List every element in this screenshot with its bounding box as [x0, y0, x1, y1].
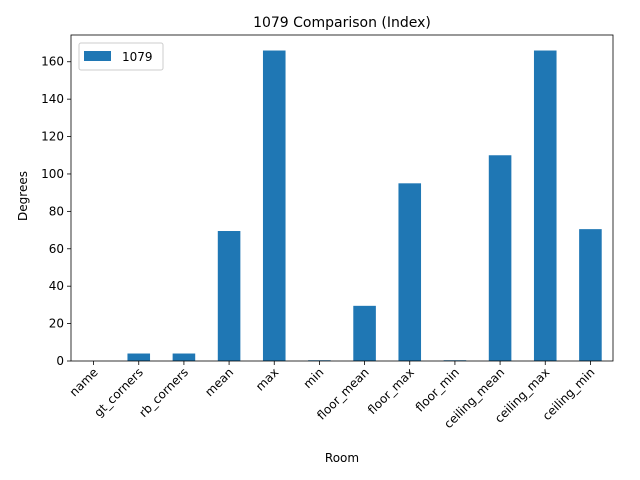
y-tick-label: 120: [41, 130, 64, 144]
bar-mean: [217, 231, 241, 361]
x-tick-label: mean: [202, 365, 236, 399]
legend-label: 1079: [122, 50, 153, 64]
bar-floor-mean: [353, 305, 376, 361]
legend: 1079: [78, 42, 164, 71]
bar-rb-corners: [172, 353, 196, 361]
x-tick-label: name: [67, 365, 101, 399]
x-tick-label: floor_max: [365, 365, 417, 417]
axes-frame: [70, 34, 614, 362]
bar-ceiling-min: [579, 229, 602, 361]
legend-swatch: [84, 51, 111, 61]
x-axis-title: Room: [325, 451, 359, 465]
y-axis-title: Degrees: [16, 171, 30, 221]
plot-area: [70, 34, 614, 362]
y-axis: 0 20 40 60 80 100 120 140 160: [41, 55, 71, 368]
x-tick-label: min: [301, 365, 327, 391]
chart-title: 1079 Comparison (Index): [253, 15, 431, 31]
bar-gt-corners: [127, 353, 151, 361]
bar-floor-max: [398, 183, 422, 361]
x-tick-label: rb_corners: [136, 365, 191, 420]
x-tick-label: max: [253, 365, 281, 393]
legend-frame: [78, 42, 164, 71]
y-tick-label: 0: [56, 354, 64, 368]
bar-ceiling-mean: [488, 155, 512, 361]
y-tick-label: 160: [41, 55, 64, 69]
y-tick-label: 100: [41, 167, 64, 181]
y-tick-label: 80: [49, 204, 64, 218]
y-tick-label: 60: [49, 242, 64, 256]
bar-ceiling-max: [533, 50, 557, 362]
y-tick-label: 40: [49, 279, 64, 293]
y-tick-label: 140: [41, 92, 64, 106]
y-tick-label: 20: [49, 317, 64, 331]
bar-max: [262, 50, 286, 362]
